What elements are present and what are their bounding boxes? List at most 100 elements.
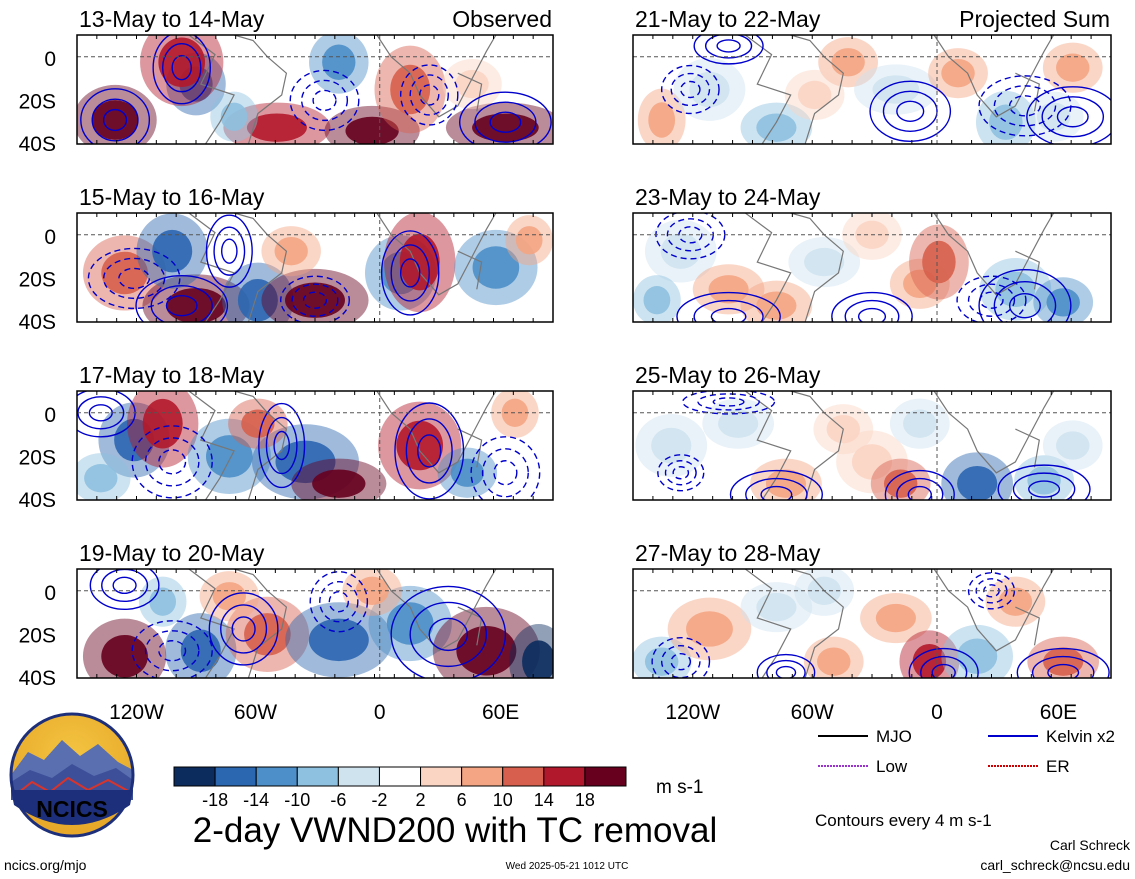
y-tick-label: 20S	[19, 90, 56, 113]
kelvin-contour	[664, 460, 697, 486]
kelvin-contour	[280, 275, 350, 322]
kelvin-contour	[670, 72, 711, 107]
colorbar-swatch	[173, 766, 216, 787]
kelvin-contour	[135, 274, 229, 322]
anomaly-core	[84, 464, 118, 493]
kelvin-contour	[291, 283, 339, 317]
anomaly-core	[995, 271, 1036, 308]
kelvin-contour	[289, 69, 360, 132]
kelvin-contour	[1031, 655, 1095, 678]
kelvin-contour	[118, 267, 151, 290]
anomaly-core	[648, 102, 676, 138]
kelvin-contour	[213, 226, 246, 276]
coastline	[457, 72, 483, 112]
anomaly-core	[158, 37, 206, 88]
footer-email: carl_schreck@ncsu.edu	[980, 857, 1130, 873]
anomaly-core	[101, 251, 148, 295]
kelvin-contour	[682, 391, 776, 415]
coastline	[744, 35, 792, 144]
kelvin-contour	[710, 307, 747, 322]
kelvin-contour	[312, 89, 337, 112]
anomaly-core	[472, 246, 520, 289]
kelvin-contour	[1012, 472, 1076, 500]
kelvin-contour	[857, 307, 887, 322]
coastline	[376, 569, 497, 652]
anomaly-core	[246, 113, 307, 142]
kelvin-contour	[908, 647, 979, 678]
kelvin-contour	[91, 98, 139, 142]
legend-label: Kelvin x2	[1046, 727, 1115, 746]
anomaly-core	[989, 104, 1023, 140]
colorbar-swatch	[378, 766, 422, 787]
coastline	[933, 35, 1055, 118]
colorbar: -18 -14 -10 -6 -2 2 6 10 14 18	[173, 766, 627, 810]
panel-field	[633, 391, 1111, 500]
colorbar-label: -6	[330, 790, 346, 810]
colorbar-label: 10	[493, 790, 513, 810]
colorbar-swatch	[214, 766, 257, 787]
x-tick-label: 60W	[234, 701, 277, 724]
panel-field	[77, 391, 553, 500]
kelvin-contour	[697, 393, 760, 411]
coastline	[233, 391, 288, 500]
coastline	[233, 35, 288, 144]
anomaly-core	[957, 638, 998, 674]
coastline	[1015, 250, 1040, 290]
kelvin-contour	[1008, 292, 1041, 319]
footer-timestamp: Wed 2025-05-21 1012 UTC	[506, 861, 629, 872]
colorbar-swatch	[420, 766, 463, 787]
kelvin-contour	[1047, 663, 1080, 678]
kelvin-contour	[131, 425, 213, 499]
colorbar-swatch	[502, 766, 545, 787]
colorbar-label: 2	[416, 790, 426, 810]
anomaly-core	[718, 409, 759, 438]
kelvin-contour	[660, 644, 701, 678]
anomaly-core	[91, 100, 139, 140]
kelvin-contour	[428, 617, 469, 652]
kelvin-contour	[993, 280, 1057, 322]
colorbar-label: -2	[371, 790, 387, 810]
kelvin-contour	[158, 449, 187, 475]
map-panel: 27-May to 28-May	[632, 540, 1112, 679]
anomaly-core	[152, 229, 193, 273]
kelvin-contour	[221, 238, 238, 264]
x-tick-label: 60E	[1040, 701, 1077, 724]
x-tick-label: 120W	[665, 701, 720, 724]
kelvin-contour	[470, 436, 541, 500]
anomaly-core	[308, 618, 369, 662]
anomaly-core	[180, 629, 221, 673]
footer-site: ncics.org/mjo	[4, 857, 87, 873]
coastline	[1015, 606, 1040, 646]
coastline	[457, 428, 483, 468]
y-tick-label: 40S	[19, 133, 56, 156]
y-tick-label: 0	[44, 226, 56, 249]
y-tick-label: 20S	[19, 446, 56, 469]
anomaly-core	[274, 236, 308, 266]
anomaly-core	[244, 613, 291, 656]
anomaly-core	[872, 75, 920, 104]
kelvin-contour	[208, 592, 279, 666]
kelvin-contour	[319, 581, 359, 623]
colorbar-swatch	[584, 766, 627, 787]
coastline	[933, 213, 1055, 296]
coastline	[790, 35, 844, 144]
kelvin-contour	[978, 268, 1072, 322]
colorbar-swatch	[337, 766, 380, 787]
x-tick-label: 0	[931, 701, 943, 724]
map-panel: 13-May to 14-May Observed	[76, 6, 554, 145]
legend-label: MJO	[876, 727, 912, 746]
kelvin-contour	[896, 477, 944, 500]
anomaly-core	[1027, 466, 1061, 495]
kelvin-contour	[712, 397, 745, 407]
kelvin-contour	[409, 601, 488, 668]
map-panel: 19-May to 20-May	[76, 540, 554, 679]
kelvin-contour	[273, 430, 290, 461]
kelvin-contour	[161, 43, 202, 93]
coastline	[790, 391, 844, 500]
coastline	[457, 250, 483, 290]
kelvin-contour	[390, 244, 430, 302]
anomaly-core	[851, 444, 893, 480]
anomaly-core	[686, 611, 733, 647]
anomaly-core	[957, 465, 998, 500]
